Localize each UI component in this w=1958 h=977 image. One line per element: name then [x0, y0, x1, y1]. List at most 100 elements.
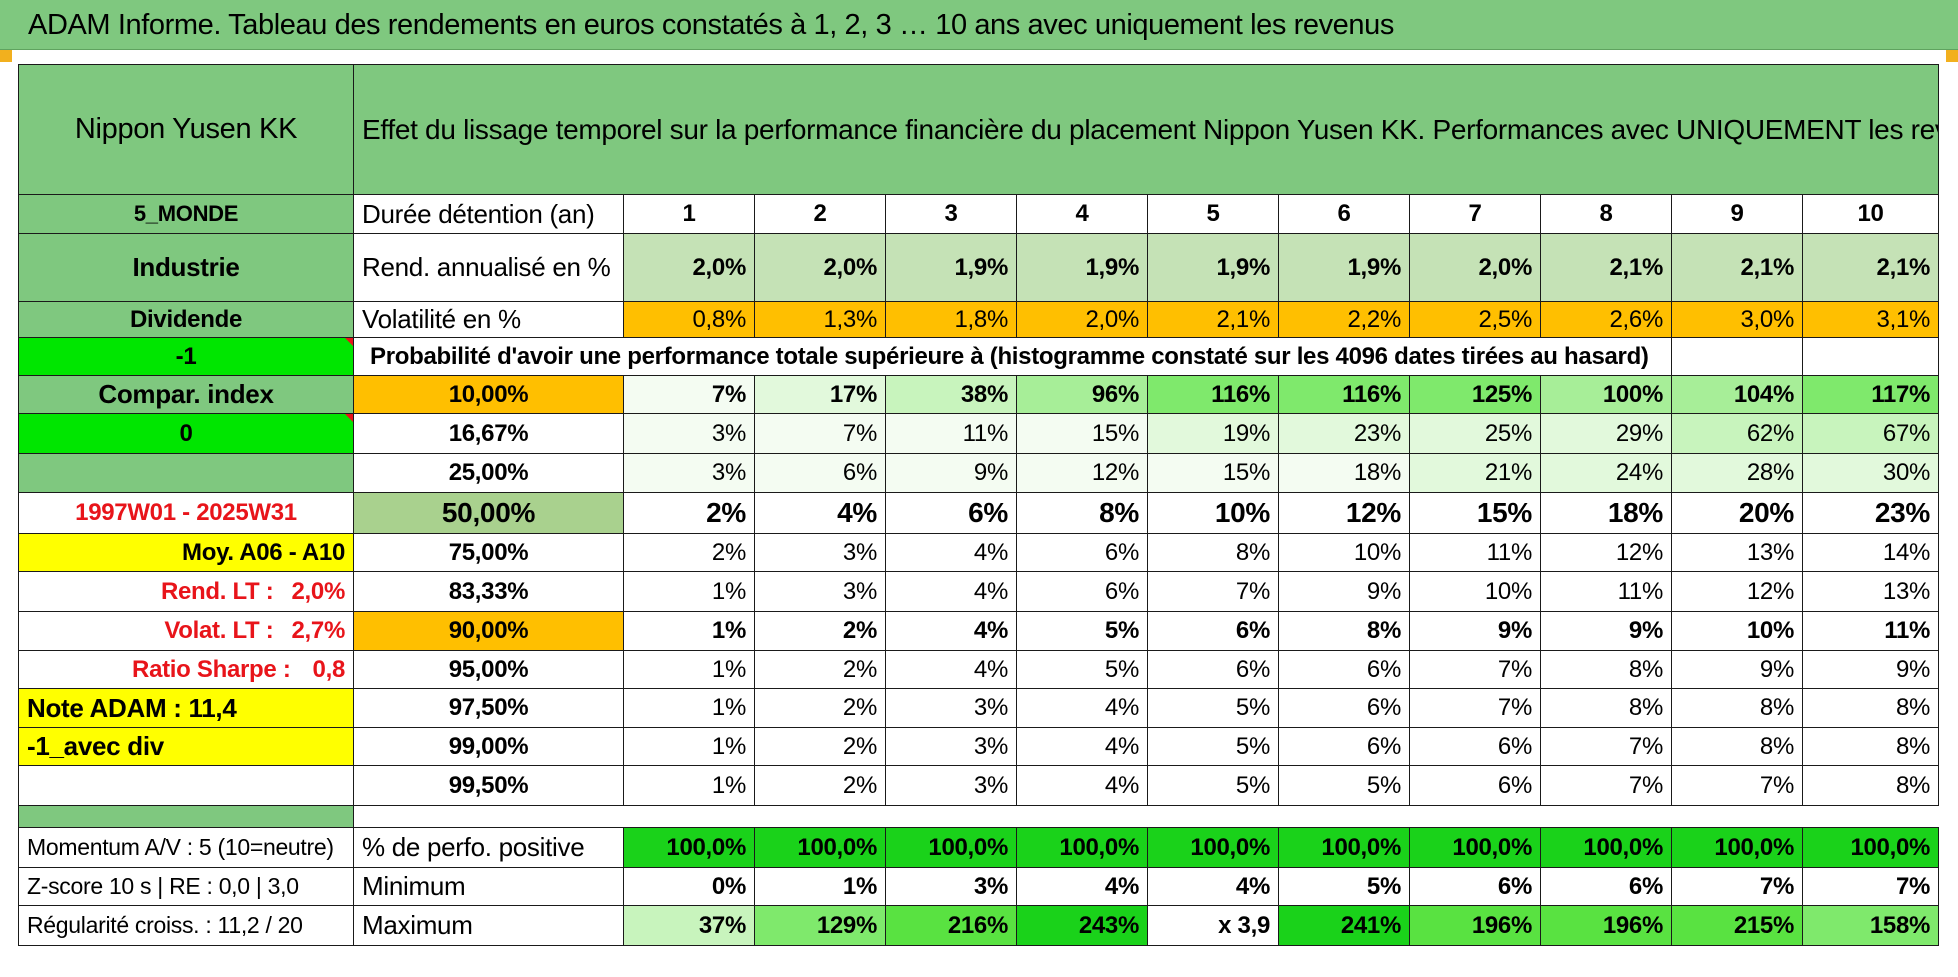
prob-value: 12%	[1540, 533, 1672, 572]
prob-value: 20%	[1671, 492, 1803, 534]
spacer-green	[18, 805, 354, 828]
prob-value: 4%	[1016, 765, 1148, 806]
pct-pos-label: % de perfo. positive	[353, 827, 624, 868]
prob-value: 9%	[1540, 611, 1672, 651]
prob-value: 19%	[1147, 413, 1279, 454]
note-adam: Note ADAM : 11,4	[18, 688, 354, 728]
prob-value: 23%	[1801, 492, 1940, 534]
prob-threshold: 99,00%	[353, 727, 624, 766]
report-title: ADAM Informe. Tableau des rendements en …	[28, 9, 1394, 41]
prob-value: 5%	[1278, 765, 1410, 806]
prob-value: 2%	[623, 492, 755, 534]
prob-value: 96%	[1016, 375, 1148, 414]
zscore-label: Z-score 10 s | RE : 0,0 | 3,0	[18, 867, 354, 906]
table-description: Effet du lissage temporel sur la perform…	[352, 64, 1940, 195]
sector-label: Industrie	[18, 233, 354, 302]
rend-value: 2,1%	[1801, 233, 1940, 302]
prob-value: 30%	[1801, 453, 1940, 493]
prob-value: 2%	[754, 688, 886, 728]
proba-label: Probabilité d'avoir une performance tota…	[353, 337, 1672, 376]
maximum-value: 216%	[885, 905, 1017, 946]
minimum-value: 3%	[885, 867, 1017, 906]
prob-value: 116%	[1147, 375, 1279, 414]
prob-value: 15%	[1016, 413, 1148, 454]
sharpe-label: Ratio Sharpe :	[132, 655, 291, 683]
pct-pos-value: 100,0%	[1540, 827, 1672, 868]
prob-value: 104%	[1671, 375, 1803, 414]
vol-label: Volatilité en %	[353, 301, 624, 338]
company-name: Nippon Yusen KK	[18, 64, 354, 195]
pct-pos-value: 100,0%	[754, 827, 886, 868]
volat-lt-label: Volat. LT :	[164, 617, 274, 644]
prob-threshold: 25,00%	[353, 453, 624, 493]
minimum-value: 7%	[1801, 867, 1940, 906]
prob-value: 8%	[1278, 611, 1410, 651]
prob-value: 2%	[623, 533, 755, 572]
minimum-label: Minimum	[353, 867, 624, 906]
vol-value: 2,0%	[1016, 301, 1148, 338]
prob-value: 9%	[1801, 650, 1940, 689]
empty-green-cell	[18, 453, 354, 493]
prob-value: 10%	[1671, 611, 1803, 651]
prob-value: 23%	[1278, 413, 1410, 454]
prob-value: 10%	[1409, 571, 1541, 612]
vol-value: 2,5%	[1409, 301, 1541, 338]
year-4: 4	[1016, 194, 1148, 234]
prob-value: 1%	[623, 765, 755, 806]
prob-value: 3%	[623, 413, 755, 454]
year-5: 5	[1147, 194, 1279, 234]
prob-value: 6%	[885, 492, 1017, 534]
prob-value: 29%	[1540, 413, 1672, 454]
prob-value: 4%	[885, 650, 1017, 689]
prob-value: 3%	[754, 533, 886, 572]
empty-cell	[18, 765, 354, 806]
prob-value: 8%	[1801, 765, 1940, 806]
prob-value: 12%	[1278, 492, 1410, 534]
vol-value: 3,1%	[1801, 301, 1940, 338]
year-10: 10	[1801, 194, 1940, 234]
prob-value: 4%	[885, 533, 1017, 572]
vol-value: 2,2%	[1278, 301, 1410, 338]
prob-value: 12%	[1016, 453, 1148, 493]
minimum-value: 6%	[1540, 867, 1672, 906]
pct-pos-value: 100,0%	[1147, 827, 1279, 868]
prob-value: 5%	[1147, 688, 1279, 728]
minimum-value: 5%	[1278, 867, 1410, 906]
prob-value: 3%	[885, 765, 1017, 806]
maximum-value: 243%	[1016, 905, 1148, 946]
sharpe-value: 0,8	[312, 655, 346, 683]
prob-value: 7%	[1409, 650, 1541, 689]
prob-value: 1%	[623, 688, 755, 728]
prob-value: 4%	[1016, 727, 1148, 766]
prob-value: 7%	[1409, 688, 1541, 728]
prob-value: 6%	[1278, 688, 1410, 728]
prob-value: 6%	[1409, 765, 1541, 806]
prob-threshold: 75,00%	[353, 533, 624, 572]
prob-value: 67%	[1801, 413, 1940, 454]
prob-value: 8%	[1016, 492, 1148, 534]
prob-value: 2%	[754, 727, 886, 766]
prob-value: 7%	[754, 413, 886, 454]
maximum-value: 215%	[1671, 905, 1803, 946]
prob-value: 8%	[1147, 533, 1279, 572]
prob-value: 17%	[754, 375, 886, 414]
prob-value: 6%	[1147, 650, 1279, 689]
year-2: 2	[754, 194, 886, 234]
pct-pos-value: 100,0%	[623, 827, 755, 868]
prob-value: 13%	[1671, 533, 1803, 572]
prob-value: 3%	[885, 688, 1017, 728]
prob-value: 5%	[1016, 650, 1148, 689]
prob-threshold: 16,67%	[353, 413, 624, 454]
prob-value: 3%	[754, 571, 886, 612]
prob-value: 125%	[1409, 375, 1541, 414]
prob-value: 12%	[1671, 571, 1803, 612]
corner-marker-right	[1946, 50, 1958, 62]
prob-value: 7%	[1147, 571, 1279, 612]
rend-value: 1,9%	[1278, 233, 1410, 302]
prob-threshold: 90,00%	[353, 611, 624, 651]
zero-cell: 0	[18, 413, 354, 454]
year-7: 7	[1409, 194, 1541, 234]
vol-value: 1,3%	[754, 301, 886, 338]
prob-value: 7%	[1671, 765, 1803, 806]
prob-value: 6%	[1278, 650, 1410, 689]
